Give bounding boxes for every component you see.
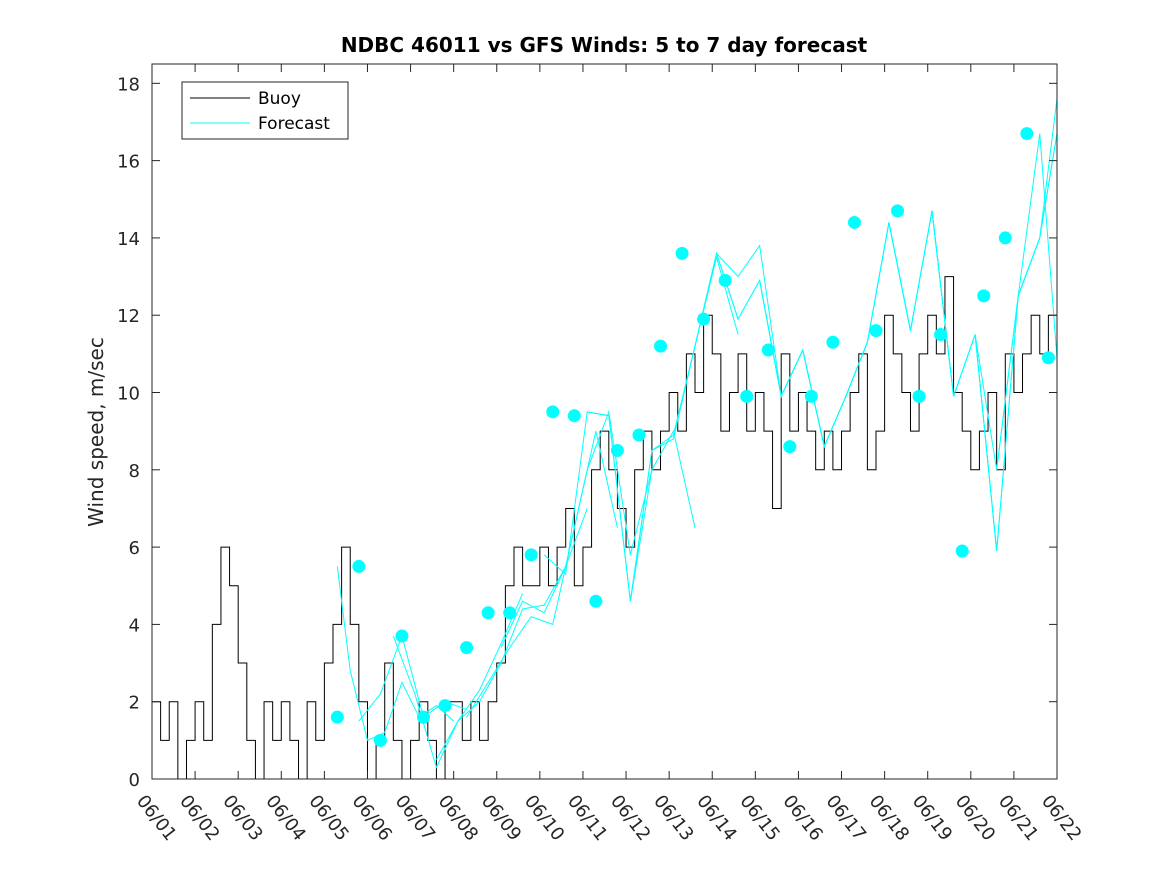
forecast-marker (783, 440, 797, 454)
forecast-line-6 (500, 409, 653, 648)
y-tick-label: 18 (117, 74, 140, 95)
x-tick-label: 06/17 (822, 791, 870, 845)
x-tick-label: 06/20 (951, 791, 999, 845)
axes-frame (151, 63, 1058, 780)
plot-area (152, 64, 1057, 779)
x-tick-label: 06/08 (434, 791, 482, 845)
x-tick-label: 06/07 (391, 791, 439, 845)
y-tick-label: 2 (129, 693, 140, 714)
y-tick-label: 14 (117, 229, 140, 250)
forecast-marker (1041, 351, 1055, 365)
x-tick-label: 06/16 (778, 791, 826, 845)
forecast-marker (481, 606, 495, 620)
legend: Buoy Forecast (181, 81, 349, 140)
forecast-marker (567, 409, 581, 423)
forecast-marker (718, 273, 732, 287)
y-tick-label: 16 (117, 152, 140, 173)
x-tick-label: 06/11 (563, 791, 611, 845)
forecast-marker (395, 629, 409, 643)
x-tick-label: 06/10 (520, 791, 568, 845)
forecast-marker (546, 405, 560, 419)
forecast-line-4 (435, 508, 588, 760)
forecast-marker (934, 328, 948, 342)
y-tick-label: 6 (129, 538, 140, 559)
forecast-marker (675, 246, 689, 260)
x-tick-label: 06/03 (218, 791, 266, 845)
forecast-line-5 (466, 431, 618, 718)
y-tick-label: 0 (129, 770, 140, 791)
forecast-marker (503, 606, 517, 620)
forecast-marker (352, 559, 366, 573)
x-tick-label: 06/09 (477, 791, 525, 845)
y-tick-label: 12 (117, 306, 140, 327)
x-tick-label: 06/21 (994, 791, 1042, 845)
forecast-marker (955, 544, 969, 558)
forecast-marker (804, 389, 818, 403)
x-tick-label: 06/04 (261, 791, 309, 845)
forecast-line-18 (996, 133, 1058, 470)
y-tick-label: 10 (117, 384, 140, 405)
x-tick-label: 06/12 (606, 791, 654, 845)
forecast-line-1 (336, 566, 455, 742)
forecast-marker (460, 641, 474, 655)
forecast-marker (589, 594, 603, 608)
legend-box (181, 81, 349, 140)
x-tick-label: 06/18 (865, 791, 913, 845)
forecast-marker (373, 733, 387, 747)
forecast-marker (632, 428, 646, 442)
axes-box (152, 64, 1057, 779)
forecast-marker (610, 443, 624, 457)
forecast-marker (826, 335, 840, 349)
legend-label-buoy: Buoy (258, 89, 301, 109)
forecast-marker (524, 548, 538, 562)
x-tick-label: 06/06 (348, 791, 396, 845)
x-tick-label: 06/22 (1037, 791, 1085, 845)
chart-title: NDBC 46011 vs GFS Winds: 5 to 7 day fore… (341, 33, 868, 57)
forecast-marker (998, 231, 1012, 245)
forecast-marker (869, 324, 883, 338)
forecast-marker (891, 204, 905, 218)
y-tick-label: 4 (129, 615, 140, 636)
forecast-marker (438, 699, 452, 713)
y-axis-label: Wind speed, m/sec (84, 337, 108, 527)
forecast-marker (761, 343, 775, 357)
x-tick-label: 06/05 (304, 791, 352, 845)
series-layer (152, 98, 1058, 780)
forecast-line-19 (1017, 133, 1058, 358)
forecast-marker (417, 710, 430, 724)
forecast-marker (1020, 127, 1034, 141)
x-tick-label: 06/13 (649, 791, 697, 845)
legend-label-forecast: Forecast (258, 114, 330, 134)
x-tick-label: 06/15 (735, 791, 783, 845)
forecast-marker (847, 215, 861, 229)
x-tick-label: 06/02 (175, 791, 223, 845)
x-tick-label: 06/01 (132, 791, 180, 845)
x-tick-label: 06/19 (908, 791, 956, 845)
forecast-marker (740, 389, 754, 403)
forecast-marker (912, 389, 926, 403)
x-tick-label: 06/14 (692, 791, 740, 845)
forecast-marker (977, 289, 991, 303)
forecast-marker (330, 710, 344, 724)
forecast-marker (697, 312, 711, 326)
y-tick-label: 8 (129, 461, 140, 482)
forecast-marker (654, 339, 668, 353)
